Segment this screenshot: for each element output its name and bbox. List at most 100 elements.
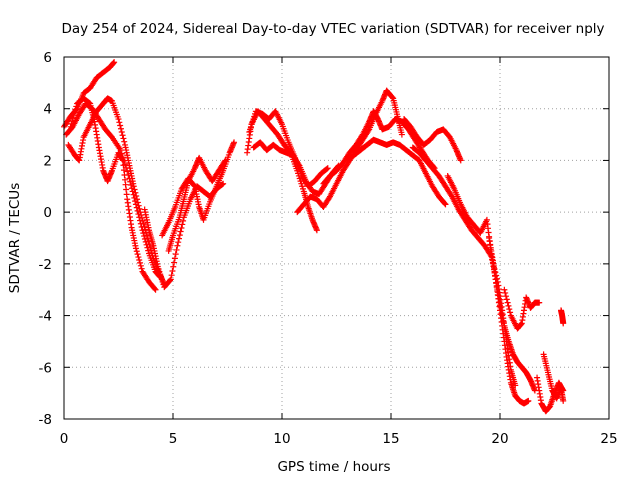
data-point xyxy=(501,286,508,293)
data-point-marker xyxy=(140,230,147,237)
data-point-marker xyxy=(121,138,128,145)
data-point xyxy=(313,227,320,234)
data-point-marker xyxy=(175,239,182,246)
y-tick-label: 0 xyxy=(43,205,52,221)
y-tick-label: -2 xyxy=(39,257,52,273)
data-point xyxy=(143,232,150,239)
data-point-marker xyxy=(119,132,126,139)
data-point-marker xyxy=(176,232,183,239)
grid-lines xyxy=(64,57,609,419)
data-point xyxy=(139,227,146,234)
data-point-marker xyxy=(136,256,143,263)
data-point-marker xyxy=(132,189,139,196)
data-point-marker xyxy=(178,224,185,231)
data-point-marker xyxy=(167,277,174,284)
series-track-4 xyxy=(67,95,159,293)
data-point xyxy=(130,183,137,190)
data-point-marker xyxy=(143,241,150,248)
data-point-marker xyxy=(68,120,75,127)
series-track-16 xyxy=(444,172,538,394)
y-tick-label: -6 xyxy=(39,360,52,376)
data-point-marker xyxy=(145,238,152,245)
data-point-marker xyxy=(70,112,77,119)
data-point xyxy=(220,180,227,187)
data-point-marker xyxy=(172,251,179,258)
data-point xyxy=(398,131,405,138)
data-point-marker xyxy=(505,302,512,309)
data-point-marker xyxy=(73,103,80,110)
y-tick-label: 4 xyxy=(43,102,52,118)
data-point-marker xyxy=(171,259,178,266)
data-point-marker xyxy=(179,221,186,228)
x-tick-label: 5 xyxy=(169,431,178,447)
series-track-5 xyxy=(141,180,227,291)
data-point-marker xyxy=(144,244,151,251)
data-point-marker xyxy=(169,267,176,274)
data-point xyxy=(231,139,238,146)
data-point-marker xyxy=(170,263,177,270)
y-tick-label: 6 xyxy=(43,50,52,66)
series-track-10 xyxy=(250,139,342,198)
series-track-2 xyxy=(63,100,163,280)
series-track-17 xyxy=(486,235,532,407)
data-point-marker xyxy=(86,99,93,106)
data-point-marker xyxy=(145,247,152,254)
data-point xyxy=(167,276,174,283)
series-track-1 xyxy=(61,59,118,130)
data-point-marker xyxy=(141,223,148,230)
data-point-marker xyxy=(133,192,140,199)
data-point xyxy=(111,59,118,66)
data-point xyxy=(324,165,331,172)
data-point-marker xyxy=(140,220,147,227)
data-point-marker xyxy=(177,228,184,235)
series-track-11 xyxy=(294,87,405,216)
data-point-marker xyxy=(502,289,509,296)
data-point-marker xyxy=(142,226,149,233)
data-point-marker xyxy=(136,205,143,212)
data-point-marker xyxy=(141,233,148,240)
data-point-marker xyxy=(502,293,509,300)
data-point-marker xyxy=(141,235,148,242)
series-track-18 xyxy=(501,286,543,332)
data-point-marker xyxy=(175,235,182,242)
y-tick-label: -4 xyxy=(39,309,52,325)
data-point xyxy=(560,320,567,327)
data-point xyxy=(457,157,464,164)
data-point xyxy=(115,116,122,123)
series-track-12 xyxy=(320,108,438,187)
data-point-marker xyxy=(142,238,149,245)
x-tick-label: 25 xyxy=(600,431,617,447)
y-tick-label: -8 xyxy=(39,412,52,428)
data-point-marker xyxy=(441,200,448,207)
data-point xyxy=(536,299,543,306)
data-point xyxy=(442,201,449,208)
data-point-marker xyxy=(295,161,302,168)
data-point-marker xyxy=(69,115,76,122)
series-track-21 xyxy=(558,307,567,327)
data-point-marker xyxy=(323,165,330,172)
data-point-marker xyxy=(134,251,141,258)
data-point-marker xyxy=(504,299,511,306)
data-point-marker xyxy=(503,296,510,303)
data-point-marker xyxy=(173,246,180,253)
data-point-marker xyxy=(190,182,197,189)
x-tick-label: 15 xyxy=(382,431,399,447)
data-point-marker xyxy=(137,262,144,269)
data-point-marker xyxy=(137,259,144,266)
data-point-marker xyxy=(131,186,138,193)
data-point xyxy=(525,397,532,404)
x-tick-label: 20 xyxy=(491,431,508,447)
data-point xyxy=(560,397,567,404)
plot-frame xyxy=(63,56,610,420)
data-point-marker xyxy=(171,255,178,262)
data-point-marker xyxy=(133,248,140,255)
data-point-marker xyxy=(134,199,141,206)
x-axis-label: GPS time / hours xyxy=(277,459,390,475)
data-point-marker xyxy=(180,217,187,224)
x-tick-label: 10 xyxy=(273,431,290,447)
data-point xyxy=(67,123,74,130)
data-point-marker xyxy=(134,196,141,203)
data-point-marker xyxy=(124,168,131,175)
data-point xyxy=(222,157,229,164)
